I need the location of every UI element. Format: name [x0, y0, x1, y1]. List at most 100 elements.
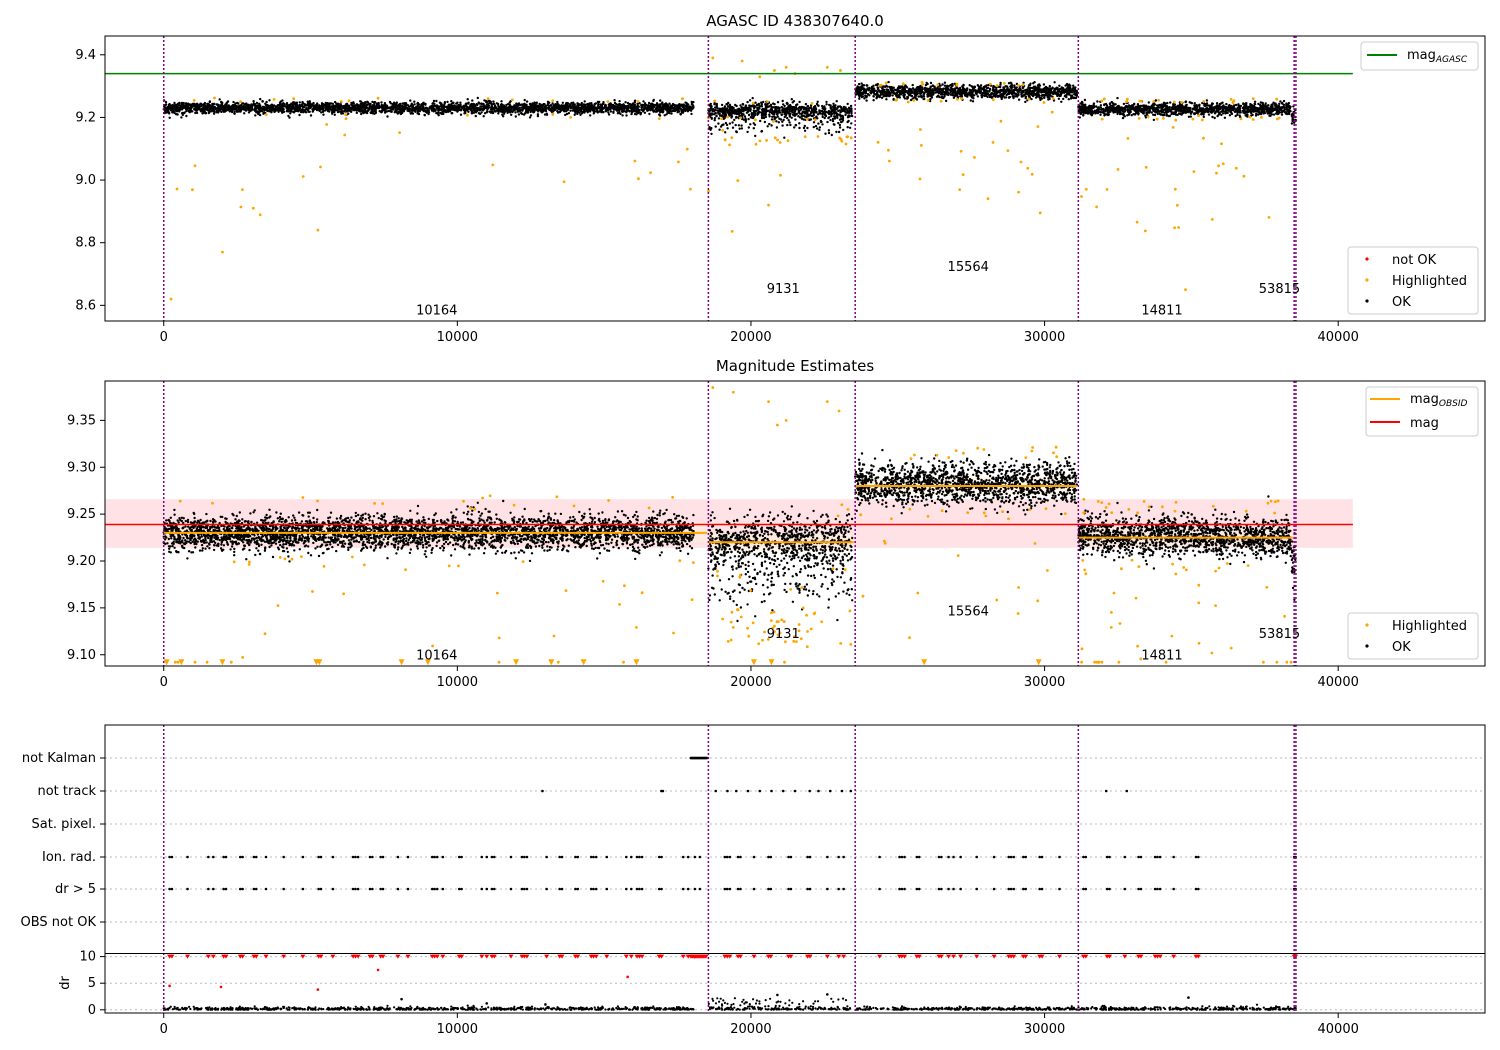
ok-point: [431, 107, 434, 111]
ok-point: [827, 131, 831, 135]
ok-point: [307, 105, 310, 108]
ok-point: [466, 98, 469, 101]
ok-point: [1074, 89, 1077, 92]
ok-point: [517, 113, 521, 116]
ok-point: [333, 104, 336, 108]
ok-point: [521, 109, 524, 112]
ok-point: [752, 127, 755, 130]
ok-point: [744, 104, 748, 107]
ok-point: [1072, 84, 1075, 87]
ok-point: [913, 96, 916, 99]
ok-point: [609, 104, 612, 108]
ok-point: [717, 122, 720, 125]
ok-point: [640, 108, 643, 112]
ok-point: [476, 96, 479, 100]
ok-point: [809, 112, 813, 115]
ok-point: [1013, 84, 1016, 87]
ok-point: [1040, 88, 1043, 92]
ok-point: [264, 102, 267, 106]
ok-point: [846, 102, 849, 106]
ok-point: [1041, 93, 1045, 97]
ok-point: [609, 102, 612, 105]
ok-point: [494, 107, 498, 110]
ok-point: [380, 101, 383, 104]
ok-point: [728, 122, 732, 125]
ok-point: [464, 109, 467, 112]
ok-point: [753, 123, 757, 127]
ok-point: [846, 120, 849, 124]
ok-point: [778, 111, 782, 114]
ok-point: [303, 106, 306, 109]
ok-point: [843, 108, 847, 111]
ok-point: [774, 116, 778, 119]
ok-point: [747, 126, 750, 129]
ok-point: [829, 107, 833, 110]
ok-point: [355, 111, 358, 115]
ok-point: [775, 126, 779, 129]
ok-point: [661, 111, 664, 114]
ok-point: [498, 107, 502, 111]
ok-point: [523, 98, 526, 102]
ok-point: [868, 86, 871, 90]
ok-point: [824, 114, 828, 118]
ok-point: [856, 85, 859, 88]
ok-point: [850, 107, 853, 111]
ok-point: [254, 105, 257, 108]
ok-point: [439, 102, 443, 106]
ok-point: [472, 111, 476, 115]
ok-point: [737, 124, 741, 127]
ok-point: [1053, 81, 1056, 84]
ok-point: [541, 110, 545, 113]
ok-point: [720, 110, 723, 113]
ok-point: [727, 101, 730, 105]
ok-point: [1012, 88, 1015, 92]
ok-point: [794, 118, 797, 121]
ok-point: [547, 106, 551, 109]
ok-point: [823, 111, 827, 115]
panel-1-title: AGASC ID 438307640.0: [706, 12, 884, 30]
ok-point: [769, 103, 773, 107]
ok-point: [747, 117, 750, 121]
ok-point: [497, 112, 500, 115]
ok-point: [612, 107, 615, 110]
ok-point: [355, 109, 358, 112]
ok-point: [826, 120, 829, 124]
ok-point: [1024, 100, 1027, 104]
ok-point: [178, 109, 181, 112]
ok-point: [666, 110, 669, 114]
ok-point: [195, 106, 199, 109]
ok-point: [714, 108, 717, 112]
ok-point: [518, 109, 522, 112]
ok-point: [423, 114, 426, 117]
ok-point: [748, 108, 752, 111]
ok-point: [491, 105, 494, 109]
ok-point: [472, 105, 475, 108]
ok-point: [569, 109, 572, 112]
ok-point: [874, 89, 877, 92]
ok-point: [860, 93, 863, 97]
ok-point: [921, 86, 924, 89]
ok-point: [832, 102, 835, 106]
ok-point: [838, 126, 842, 129]
ok-point: [1002, 86, 1005, 89]
ok-point: [943, 84, 947, 87]
ok-point: [405, 106, 409, 110]
ok-point: [951, 92, 954, 96]
ok-point: [816, 127, 819, 130]
ok-point: [798, 109, 801, 113]
ok-point: [999, 83, 1002, 86]
ok-point: [1005, 93, 1008, 97]
ok-point: [831, 117, 835, 121]
ok-point: [1006, 86, 1009, 89]
ok-point: [713, 119, 716, 122]
ok-point: [621, 104, 624, 107]
ok-point: [636, 102, 639, 106]
ok-point: [312, 106, 316, 109]
ok-point: [732, 110, 735, 113]
ok-point: [1057, 97, 1061, 101]
ok-point: [790, 98, 793, 101]
ok-point: [850, 114, 853, 117]
ok-point: [458, 104, 462, 108]
ok-point: [780, 113, 783, 117]
ok-point: [252, 100, 255, 103]
